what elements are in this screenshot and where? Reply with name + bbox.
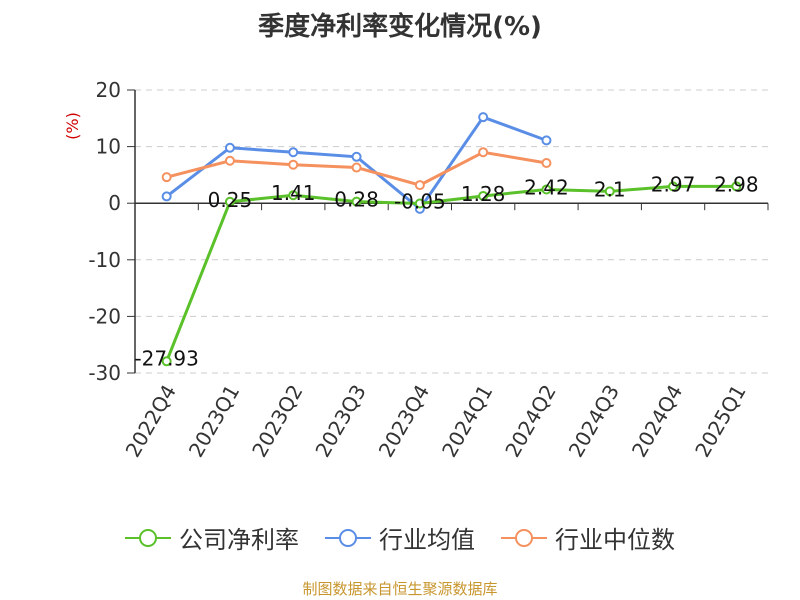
x-tick-label: 2024Q4 xyxy=(627,381,687,462)
series-line-0 xyxy=(165,184,737,362)
legend-marker-industry-mean xyxy=(325,528,371,547)
data-point xyxy=(478,147,489,158)
data-point xyxy=(351,162,362,173)
data-point xyxy=(224,196,235,207)
legend-marker-industry-median xyxy=(501,528,547,547)
data-label: 2.1 xyxy=(594,177,626,201)
y-tick-label: -10 xyxy=(88,248,121,272)
x-tick-label: 2023Q1 xyxy=(184,381,244,462)
legend-label-industry-median: 行业中位数 xyxy=(555,526,675,554)
data-point xyxy=(668,181,679,192)
y-tick-label: -20 xyxy=(88,304,121,328)
data-point xyxy=(478,190,489,201)
x-tick-label: 2023Q4 xyxy=(374,381,434,462)
x-tick-label: 2024Q1 xyxy=(437,381,497,462)
data-point xyxy=(161,191,172,202)
data-point xyxy=(541,184,552,195)
x-tick-label: 2024Q3 xyxy=(564,381,624,462)
x-tick-label: 2022Q4 xyxy=(121,381,181,462)
data-label: 1.28 xyxy=(461,182,506,206)
legend-item-company[interactable]: 公司净利率 xyxy=(125,520,299,555)
data-point xyxy=(414,198,425,209)
x-tick-label: 2023Q2 xyxy=(247,381,307,462)
y-tick-label: 10 xyxy=(96,135,121,159)
y-tick-label: 20 xyxy=(96,78,121,102)
data-point xyxy=(288,190,299,201)
data-point xyxy=(224,142,235,153)
data-point xyxy=(541,158,552,169)
data-label: 2.98 xyxy=(714,172,759,196)
data-label: 2.42 xyxy=(524,176,569,200)
legend-item-industry-median[interactable]: 行业中位数 xyxy=(501,520,675,555)
data-point xyxy=(351,151,362,162)
legend-marker-company xyxy=(125,528,171,547)
x-tick-label: 2023Q3 xyxy=(310,381,370,462)
data-point xyxy=(478,112,489,123)
data-label: 2.97 xyxy=(651,172,696,196)
data-label: -0.05 xyxy=(394,189,446,213)
data-point xyxy=(288,147,299,158)
legend-label-industry-mean: 行业均值 xyxy=(379,526,475,554)
data-point xyxy=(288,159,299,170)
data-label: -27.93 xyxy=(134,346,198,370)
legend-label-company: 公司净利率 xyxy=(179,526,299,554)
x-tick-label: 2025Q1 xyxy=(690,381,750,462)
data-point xyxy=(604,186,615,197)
chart-title: 季度净利率变化情况(%) xyxy=(258,12,542,42)
data-point xyxy=(161,356,172,367)
data-label: 1.41 xyxy=(271,181,316,205)
y-tick-label: -30 xyxy=(88,361,121,385)
data-point xyxy=(351,196,362,207)
y-tick-label: 0 xyxy=(108,191,121,215)
data-point xyxy=(161,172,172,183)
data-point xyxy=(414,180,425,191)
y-axis-label: (%) xyxy=(63,112,82,140)
data-label: 0.28 xyxy=(334,188,379,212)
data-label: 0.25 xyxy=(208,188,253,212)
legend-item-industry-mean[interactable]: 行业均值 xyxy=(325,520,475,555)
legend: 公司净利率 行业均值 行业中位数 xyxy=(0,520,800,555)
data-point xyxy=(224,155,235,166)
data-source-note: 制图数据来自恒生聚源数据库 xyxy=(302,580,498,598)
data-point xyxy=(541,135,552,146)
x-tick-label: 2024Q2 xyxy=(500,381,560,462)
data-point xyxy=(731,181,742,192)
